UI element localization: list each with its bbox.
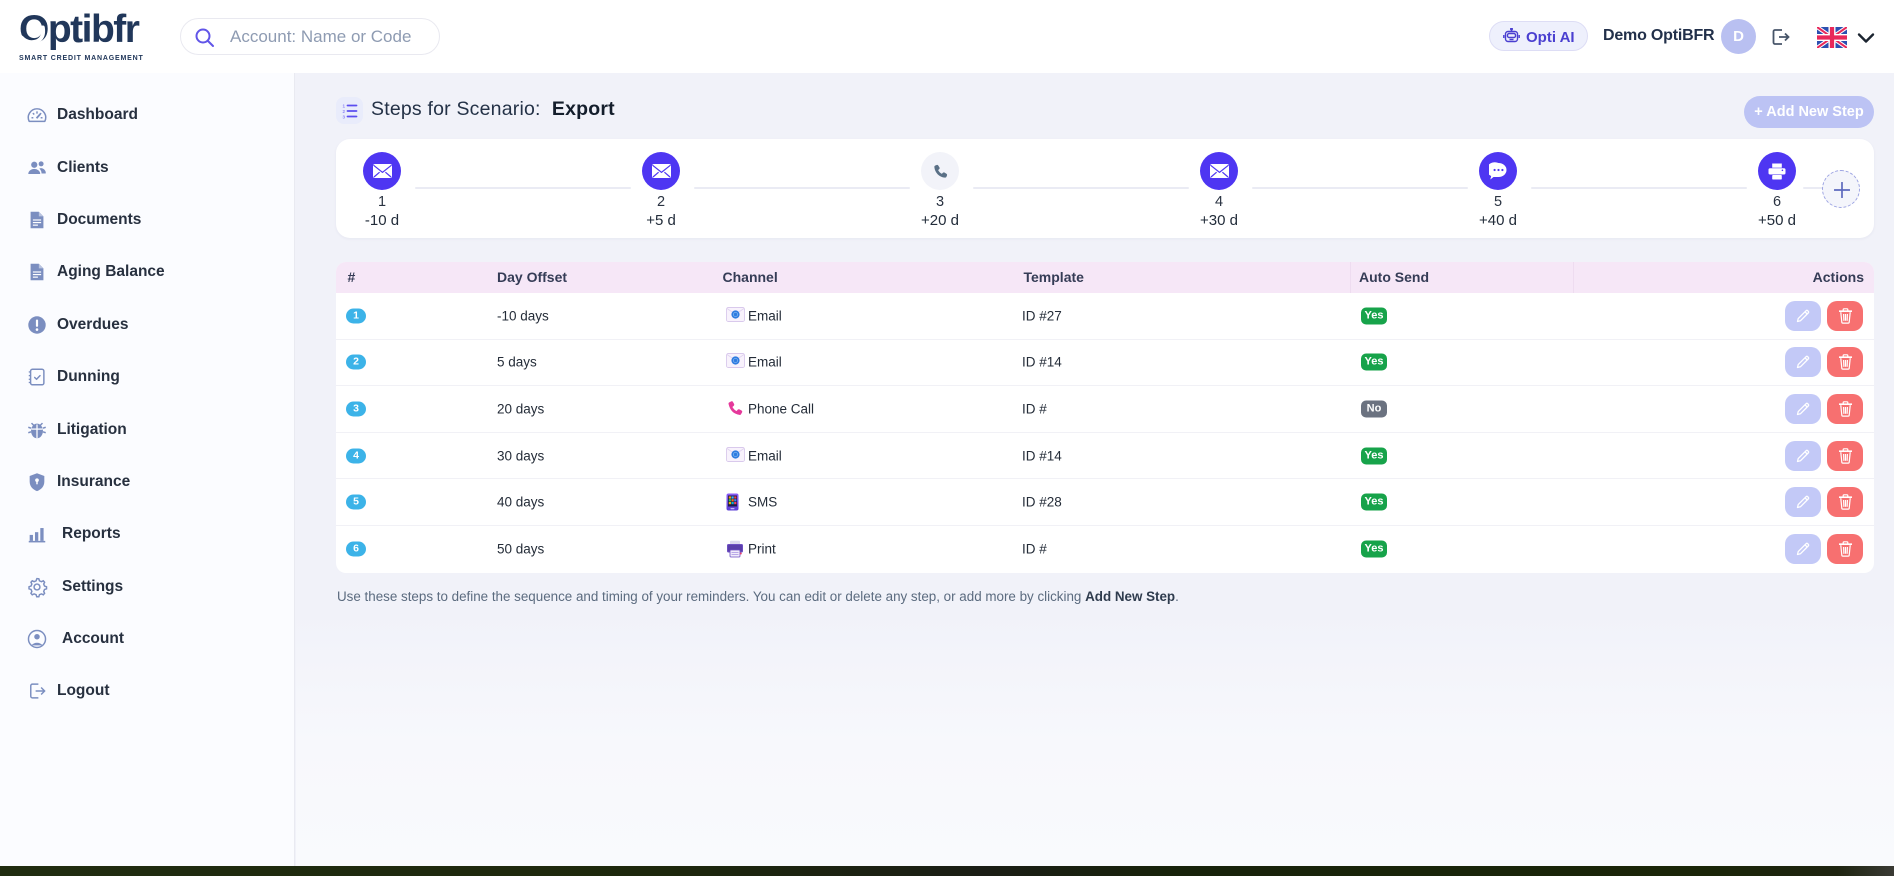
svg-text:2: 2 xyxy=(343,109,346,114)
svg-text:1: 1 xyxy=(343,103,346,108)
svg-text:3: 3 xyxy=(343,114,346,119)
